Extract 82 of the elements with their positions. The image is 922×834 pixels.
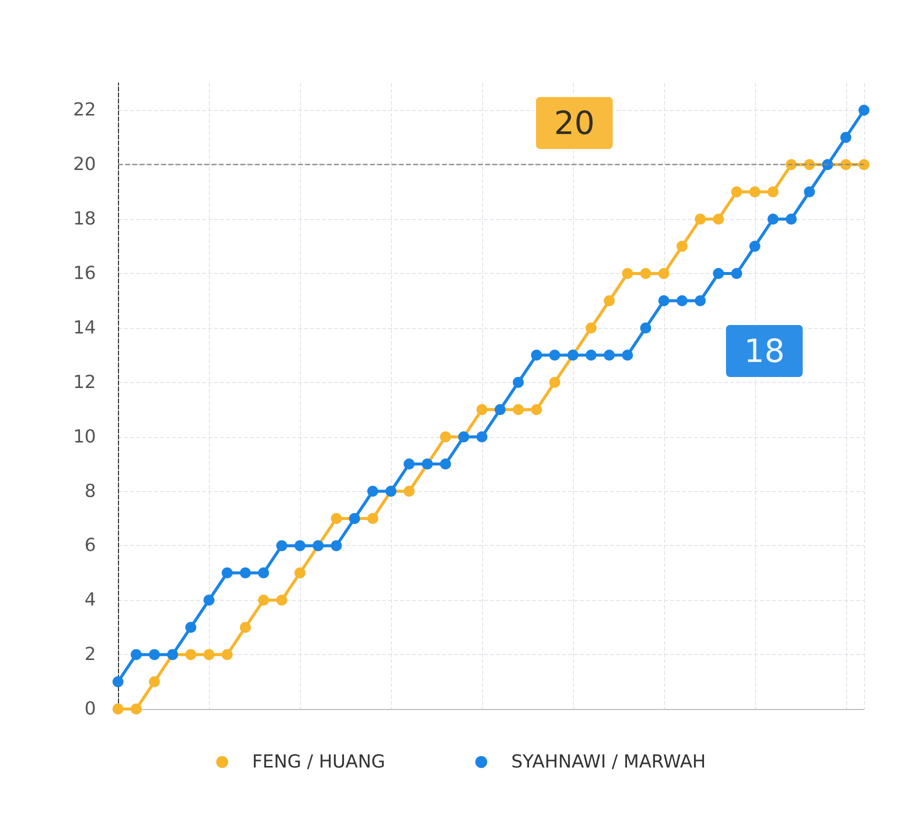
- point: [185, 649, 196, 660]
- point: [676, 295, 688, 306]
- point: [731, 186, 742, 198]
- point: [404, 458, 415, 470]
- legend-label: FENG / HUANG: [252, 752, 386, 772]
- y-tick-label: 12: [73, 372, 96, 393]
- point: [604, 350, 615, 361]
- point: [203, 594, 214, 606]
- point: [858, 159, 870, 170]
- point: [367, 486, 378, 497]
- point: [440, 431, 452, 442]
- point: [749, 186, 760, 198]
- point: [404, 486, 415, 497]
- point: [222, 649, 233, 660]
- point: [694, 214, 706, 225]
- point: [112, 676, 124, 688]
- point: [622, 268, 633, 280]
- point: [203, 649, 214, 660]
- y-tick-label: 6: [84, 535, 96, 556]
- point: [731, 268, 742, 280]
- legend-label: SYAHNAWI / MARWAH: [511, 752, 706, 772]
- point: [640, 268, 652, 280]
- point: [185, 622, 196, 633]
- point: [240, 622, 251, 633]
- point: [294, 567, 306, 578]
- y-tick-label: 2: [84, 644, 96, 666]
- point: [148, 649, 160, 660]
- point: [258, 567, 270, 578]
- point: [840, 159, 852, 170]
- point: [676, 240, 688, 252]
- point: [276, 594, 288, 606]
- point: [640, 322, 652, 334]
- y-tick-label: 8: [84, 480, 96, 502]
- point: [840, 132, 852, 143]
- y-tick-label: 0: [84, 698, 96, 720]
- point: [276, 540, 288, 552]
- y-tick-label: 16: [73, 263, 96, 284]
- y-tick-label: 22: [73, 100, 96, 121]
- point: [712, 214, 724, 225]
- point: [130, 649, 142, 660]
- point: [622, 350, 633, 361]
- point: [586, 350, 597, 361]
- y-tick-label: 18: [73, 208, 96, 230]
- point: [476, 431, 488, 442]
- point: [531, 404, 542, 416]
- point: [749, 240, 760, 252]
- point: [148, 676, 160, 688]
- point: [330, 540, 342, 552]
- y-tick-label: 10: [73, 426, 96, 448]
- point: [712, 268, 724, 280]
- point: [804, 186, 815, 198]
- point: [240, 567, 251, 578]
- point: [512, 376, 524, 388]
- point: [658, 268, 670, 280]
- point: [531, 350, 542, 361]
- annotation: 18: [744, 332, 785, 370]
- point: [604, 295, 615, 306]
- point: [130, 704, 142, 714]
- point: [440, 458, 452, 470]
- point: [768, 186, 779, 198]
- point: [858, 104, 870, 116]
- point: [804, 159, 815, 170]
- point: [786, 214, 797, 225]
- point: [294, 540, 306, 552]
- point: [658, 295, 670, 306]
- point: [258, 594, 270, 606]
- point: [512, 404, 524, 416]
- point: [694, 295, 706, 306]
- point: [330, 512, 342, 524]
- point: [549, 350, 560, 361]
- y-tick-label: 20: [73, 154, 96, 176]
- y-tick-label: 14: [73, 317, 96, 338]
- point: [367, 512, 378, 524]
- point: [476, 404, 488, 416]
- point: [768, 214, 779, 225]
- point: [786, 159, 797, 170]
- point: [549, 376, 560, 388]
- point: [112, 704, 124, 714]
- point: [586, 322, 597, 334]
- point: [222, 567, 233, 578]
- annotation: 20: [554, 104, 595, 142]
- y-tick-label: 4: [84, 590, 96, 611]
